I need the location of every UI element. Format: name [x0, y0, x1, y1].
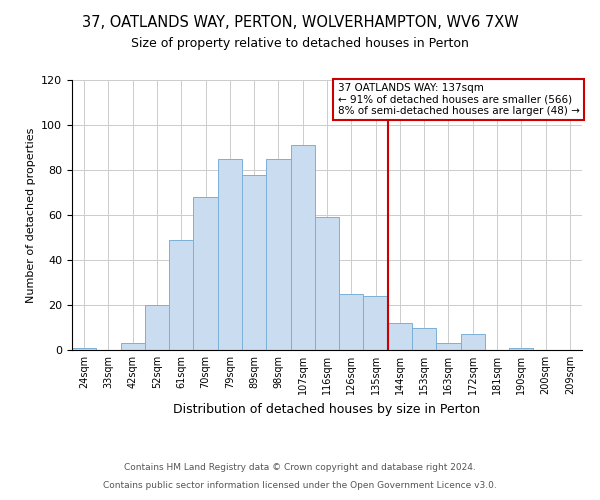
Bar: [388, 323, 412, 350]
Bar: [364, 296, 388, 350]
Bar: [193, 197, 218, 350]
Text: 37, OATLANDS WAY, PERTON, WOLVERHAMPTON, WV6 7XW: 37, OATLANDS WAY, PERTON, WOLVERHAMPTON,…: [82, 15, 518, 30]
Bar: [169, 240, 193, 350]
Text: Contains public sector information licensed under the Open Government Licence v3: Contains public sector information licen…: [103, 481, 497, 490]
Text: 37 OATLANDS WAY: 137sqm
← 91% of detached houses are smaller (566)
8% of semi-de: 37 OATLANDS WAY: 137sqm ← 91% of detache…: [338, 82, 580, 116]
Bar: [436, 344, 461, 350]
Bar: [461, 334, 485, 350]
Bar: [509, 348, 533, 350]
Bar: [290, 145, 315, 350]
Bar: [412, 328, 436, 350]
Bar: [242, 174, 266, 350]
Bar: [145, 305, 169, 350]
Bar: [218, 159, 242, 350]
Bar: [315, 217, 339, 350]
Bar: [266, 159, 290, 350]
X-axis label: Distribution of detached houses by size in Perton: Distribution of detached houses by size …: [173, 402, 481, 415]
Bar: [121, 344, 145, 350]
Text: Size of property relative to detached houses in Perton: Size of property relative to detached ho…: [131, 38, 469, 51]
Bar: [339, 294, 364, 350]
Y-axis label: Number of detached properties: Number of detached properties: [26, 128, 35, 302]
Bar: [72, 348, 96, 350]
Text: Contains HM Land Registry data © Crown copyright and database right 2024.: Contains HM Land Registry data © Crown c…: [124, 464, 476, 472]
